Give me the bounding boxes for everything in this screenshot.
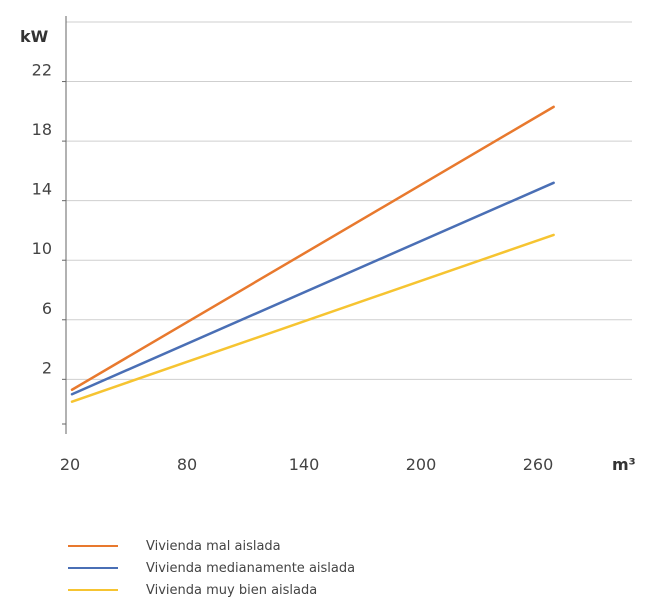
series-line-1 bbox=[70, 105, 555, 392]
series-line-2 bbox=[70, 181, 555, 396]
legend-label: Vivienda muy bien aislada bbox=[146, 582, 318, 598]
y-tick-label: 10 bbox=[32, 239, 52, 258]
y-tick-label: 14 bbox=[32, 180, 52, 199]
x-tick-label: 20 bbox=[60, 455, 80, 474]
line-chart: 2 6 10 14 18 22 20 80 140 200 260 kW m³ bbox=[20, 16, 636, 474]
x-tick-labels: 20 80 140 200 260 bbox=[60, 455, 553, 474]
legend-item: Vivienda medianamente aislada bbox=[68, 557, 355, 579]
x-axis-unit: m³ bbox=[612, 455, 636, 474]
legend-item: Vivienda mal aislada bbox=[68, 535, 355, 557]
y-tick-label: 2 bbox=[42, 358, 52, 377]
y-tick-label: 22 bbox=[32, 61, 52, 80]
legend-swatch bbox=[68, 589, 118, 591]
y-tick-labels: 2 6 10 14 18 22 bbox=[32, 61, 66, 380]
grid-lines bbox=[66, 21, 632, 380]
legend: Vivienda mal aislada Vivienda medianamen… bbox=[68, 535, 355, 601]
legend-label: Vivienda mal aislada bbox=[146, 538, 281, 554]
legend-item: Vivienda muy bien aislada bbox=[68, 579, 355, 601]
legend-swatch bbox=[68, 545, 118, 547]
series-lines bbox=[70, 105, 555, 403]
legend-label: Vivienda medianamente aislada bbox=[146, 560, 356, 576]
series-line-3 bbox=[70, 233, 555, 403]
x-tick-label: 260 bbox=[523, 455, 554, 474]
y-tick-label: 6 bbox=[42, 299, 52, 318]
x-tick-label: 80 bbox=[177, 455, 197, 474]
y-tick-label: 18 bbox=[32, 120, 52, 139]
y-axis-unit: kW bbox=[20, 27, 49, 46]
legend-swatch bbox=[68, 567, 118, 569]
x-tick-label: 200 bbox=[406, 455, 437, 474]
x-tick-label: 140 bbox=[289, 455, 320, 474]
